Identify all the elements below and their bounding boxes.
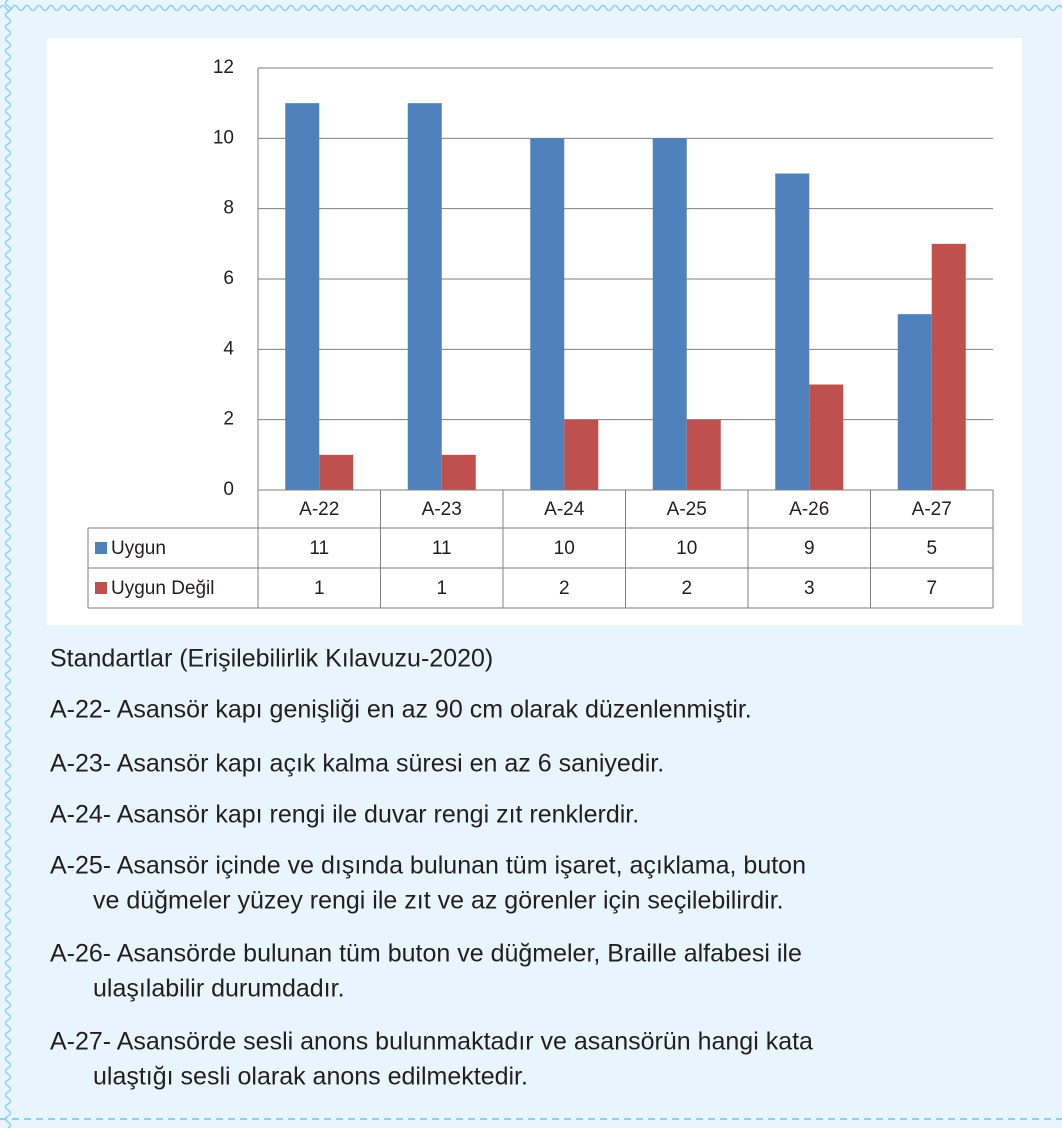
notes-heading: Standartlar (Erişilebilirlik Kılavuzu-20… bbox=[50, 645, 493, 673]
bar bbox=[809, 384, 844, 490]
bar bbox=[897, 314, 932, 490]
table-value: 5 bbox=[926, 538, 937, 559]
wavy-left bbox=[4, 0, 12, 1128]
legend-swatch bbox=[95, 542, 107, 554]
bar bbox=[285, 103, 320, 491]
table-value: 1 bbox=[314, 578, 325, 599]
note-line: ulaştığı sesli olarak anons edilmektedir… bbox=[93, 1063, 528, 1091]
note-line: A-27- Asansörde sesli anons bulunmaktadı… bbox=[50, 1028, 813, 1056]
bar bbox=[652, 138, 687, 491]
x-tick-label: A-25 bbox=[667, 499, 707, 520]
note-line: ve düğmeler yüzey rengi ile zıt ve az gö… bbox=[93, 887, 784, 915]
table-value: 3 bbox=[804, 578, 815, 599]
x-tick-label: A-26 bbox=[789, 499, 829, 520]
y-tick-label: 8 bbox=[223, 198, 234, 219]
table-value: 11 bbox=[432, 538, 452, 559]
table-value: 2 bbox=[681, 578, 692, 599]
legend-swatch bbox=[95, 582, 107, 594]
note-line: A-25- Asansör içinde ve dışında bulunan … bbox=[50, 852, 806, 880]
table-value: 2 bbox=[559, 578, 570, 599]
note-line: A-24- Asansör kapı rengi ile duvar rengi… bbox=[50, 801, 639, 829]
bar bbox=[931, 243, 966, 490]
table-value: 10 bbox=[554, 538, 575, 559]
table-value: 11 bbox=[309, 538, 329, 559]
bar bbox=[686, 419, 721, 490]
table-value: 1 bbox=[436, 578, 447, 599]
y-tick-label: 2 bbox=[223, 409, 234, 430]
bar bbox=[441, 454, 476, 490]
y-tick-label: 10 bbox=[213, 127, 234, 148]
bar bbox=[775, 173, 810, 490]
y-tick-label: 4 bbox=[223, 338, 234, 359]
bar bbox=[564, 419, 599, 490]
legend-label: Uygun Değil bbox=[111, 578, 215, 599]
table-value: 7 bbox=[926, 578, 937, 599]
x-tick-label: A-23 bbox=[422, 499, 462, 520]
table-value: 10 bbox=[676, 538, 697, 559]
x-tick-label: A-22 bbox=[299, 499, 339, 520]
note-line: A-22- Asansör kapı genişliği en az 90 cm… bbox=[50, 696, 752, 724]
bar bbox=[319, 454, 354, 490]
x-tick-label: A-24 bbox=[544, 499, 585, 520]
legend-label: Uygun bbox=[111, 538, 166, 559]
y-tick-label: 6 bbox=[223, 268, 234, 289]
y-tick-label: 0 bbox=[223, 479, 234, 500]
wavy-top bbox=[0, 4, 1062, 12]
table-value: 9 bbox=[804, 538, 815, 559]
bar bbox=[407, 103, 442, 491]
y-tick-label: 12 bbox=[213, 57, 234, 78]
note-line: ulaşılabilir durumdadır. bbox=[93, 975, 345, 1003]
note-line: A-23- Asansör kapı açık kalma süresi en … bbox=[50, 750, 664, 778]
x-tick-label: A-27 bbox=[912, 499, 952, 520]
note-line: A-26- Asansörde bulunan tüm buton ve düğ… bbox=[50, 940, 802, 968]
bar bbox=[530, 138, 565, 491]
